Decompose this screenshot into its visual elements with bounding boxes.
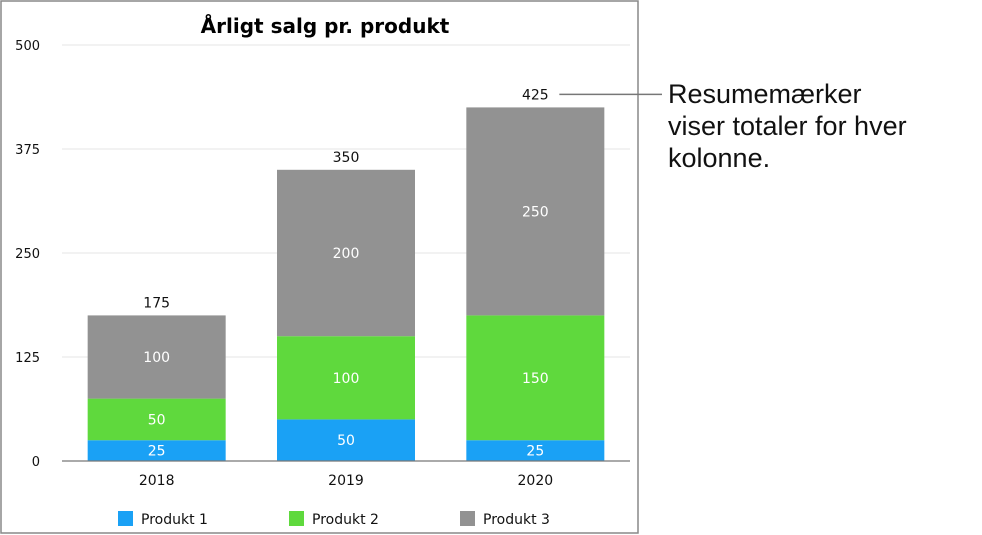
- total-value-label: 350: [333, 150, 360, 166]
- segment-value-label: 25: [148, 444, 166, 460]
- y-tick-label: 375: [15, 143, 40, 158]
- segment-value-label: 100: [143, 350, 170, 366]
- segment-value-label: 25: [526, 444, 544, 460]
- segment-value-label: 50: [148, 412, 166, 428]
- x-tick-label: 2020: [518, 473, 554, 489]
- total-value-label: 175: [143, 295, 170, 311]
- bar-segment: [87, 315, 226, 399]
- legend-label: Produkt 2: [312, 512, 379, 528]
- bar-segment: [466, 315, 605, 441]
- bar-segment: [87, 440, 226, 461]
- segment-value-label: 50: [337, 433, 355, 449]
- segment-value-label: 100: [333, 371, 360, 387]
- bar-segment: [277, 419, 415, 461]
- legend-swatch: [118, 511, 133, 526]
- data-labels: 25 50 100 175 50 100 200 350 25 150 250 425: [143, 87, 548, 459]
- legend-label: Produkt 3: [483, 512, 550, 528]
- y-tick-label: 250: [15, 247, 40, 262]
- legend-label: Produkt 1: [141, 512, 208, 528]
- segment-value-label: 150: [522, 371, 549, 387]
- x-tick-label: 2018: [139, 473, 175, 489]
- y-tick-label: 125: [15, 351, 40, 366]
- x-axis-ticks: 2018 2019 2020: [139, 473, 553, 489]
- y-tick-label: 0: [32, 455, 40, 470]
- bar-segment: [277, 169, 415, 337]
- bar-segment: [466, 440, 605, 461]
- y-tick-label: 500: [15, 39, 40, 54]
- segment-value-label: 200: [333, 246, 360, 262]
- x-tick-label: 2019: [328, 473, 364, 489]
- legend: Produkt 1 Produkt 2 Produkt 3: [118, 511, 550, 528]
- y-axis-ticks: 0 125 250 375 500: [15, 39, 40, 470]
- chart-title: Årligt salg pr. produkt: [201, 14, 450, 38]
- legend-swatch: [289, 511, 304, 526]
- bars: [87, 107, 605, 461]
- bar-segment: [466, 107, 605, 316]
- bar-segment: [277, 336, 415, 420]
- legend-swatch: [460, 511, 475, 526]
- total-value-label: 425: [522, 87, 549, 103]
- callout-annotation: Resumemærker viser totaler for hver kolo…: [668, 79, 907, 173]
- bar-segment: [87, 398, 226, 441]
- segment-value-label: 250: [522, 204, 549, 220]
